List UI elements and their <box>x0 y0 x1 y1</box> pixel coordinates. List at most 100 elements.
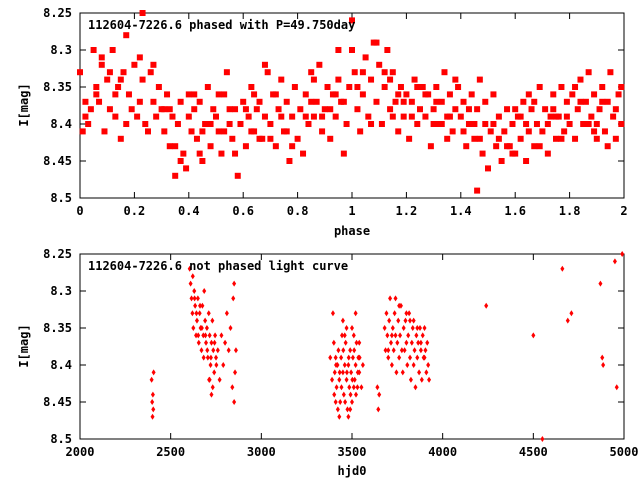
bottom-data-point <box>417 369 422 376</box>
bottom-data-point <box>340 332 345 339</box>
top-data-point <box>604 98 611 105</box>
top-data-point <box>441 69 448 76</box>
top-data-point <box>79 128 86 135</box>
bottom-data-point <box>352 376 357 383</box>
top-data-point <box>610 113 617 120</box>
top-x-tick-label: 1.4 <box>450 204 472 218</box>
bottom-data-point <box>343 339 348 346</box>
bottom-data-point <box>208 354 213 361</box>
top-x-tick-label: 0.4 <box>178 204 200 218</box>
bottom-data-point <box>396 317 401 324</box>
top-data-point <box>267 121 274 127</box>
bottom-data-point <box>418 347 423 354</box>
bottom-data-point <box>194 332 199 339</box>
bottom-data-point <box>353 391 358 398</box>
top-data-point <box>362 54 369 61</box>
bottom-data-point <box>397 354 402 361</box>
top-data-point <box>185 91 192 98</box>
top-data-point <box>381 69 388 76</box>
top-data-point <box>150 61 157 68</box>
top-data-point <box>115 84 122 90</box>
top-data-point <box>444 135 451 142</box>
top-data-point <box>525 91 532 98</box>
bottom-data-point <box>202 288 207 294</box>
top-data-point <box>536 143 543 150</box>
bottom-data-point <box>531 332 536 339</box>
bottom-data-point <box>217 376 222 383</box>
top-data-point <box>297 106 304 113</box>
top-data-point <box>215 91 222 98</box>
bottom-x-tick-label: 3500 <box>338 445 367 459</box>
top-data-point <box>112 113 119 120</box>
top-data-point <box>232 150 239 157</box>
bottom-data-point <box>357 339 362 346</box>
top-data-point <box>596 106 603 113</box>
bottom-data-point <box>332 391 337 398</box>
bottom-data-point <box>194 310 199 317</box>
top-data-point <box>109 47 116 53</box>
top-data-point <box>523 158 530 164</box>
bottom-data-point <box>348 347 353 354</box>
bottom-data-point <box>386 347 391 354</box>
bottom-data-point <box>404 339 409 346</box>
top-data-point <box>446 91 453 98</box>
top-data-point <box>406 135 413 142</box>
top-data-point <box>504 106 511 113</box>
bottom-data-point <box>394 369 399 376</box>
bottom-data-point <box>203 332 208 339</box>
bottom-data-point <box>337 369 342 376</box>
bottom-data-point <box>199 347 204 354</box>
bottom-y-tick-label: 8.3 <box>50 284 72 298</box>
top-data-point <box>351 69 358 76</box>
top-data-point <box>354 84 361 90</box>
top-data-point <box>389 69 396 76</box>
top-data-point <box>528 106 535 113</box>
top-data-point <box>509 150 516 157</box>
bottom-data-point <box>214 354 218 361</box>
top-data-point <box>93 91 100 98</box>
top-x-tick-label: 0.6 <box>232 204 254 218</box>
bottom-data-point <box>208 362 213 368</box>
bottom-data-point <box>333 399 338 405</box>
bottom-data-point <box>359 384 364 391</box>
top-x-tick-label: 0.8 <box>287 204 309 218</box>
top-data-point <box>612 135 619 142</box>
top-data-point <box>278 113 285 120</box>
bottom-data-point <box>484 302 489 309</box>
bottom-data-points <box>149 251 625 442</box>
top-x-tick-label: 1 <box>348 204 355 218</box>
bottom-data-point <box>339 384 344 391</box>
top-data-point <box>199 158 206 164</box>
bottom-data-point <box>341 347 346 354</box>
bottom-data-point <box>194 317 199 324</box>
top-data-point <box>125 91 132 98</box>
top-data-point <box>117 76 124 83</box>
top-y-tick-label: 8.25 <box>43 6 72 20</box>
bottom-data-point <box>188 280 193 287</box>
bottom-data-point <box>232 280 237 287</box>
top-data-point <box>387 106 394 113</box>
bottom-data-point <box>346 362 351 368</box>
top-data-point <box>523 121 530 127</box>
top-data-point <box>316 61 323 68</box>
top-data-point <box>166 106 173 113</box>
bottom-data-point <box>382 325 387 331</box>
top-data-point <box>256 98 263 105</box>
top-data-point <box>553 135 559 142</box>
top-x-tick-label: 1.8 <box>559 204 581 218</box>
bottom-data-point <box>192 295 197 302</box>
bottom-data-point <box>388 295 393 302</box>
top-data-point <box>289 143 296 150</box>
bottom-data-point <box>337 413 342 420</box>
top-data-point <box>286 158 293 164</box>
top-data-point <box>465 121 472 127</box>
bottom-data-point <box>331 339 336 346</box>
top-data-point <box>397 84 404 90</box>
bottom-data-point <box>346 413 351 420</box>
top-data-point <box>180 150 187 157</box>
top-data-point <box>98 61 105 68</box>
top-data-point <box>580 121 587 127</box>
top-data-point <box>207 121 214 127</box>
top-data-point <box>365 113 372 120</box>
top-data-point <box>615 91 622 98</box>
